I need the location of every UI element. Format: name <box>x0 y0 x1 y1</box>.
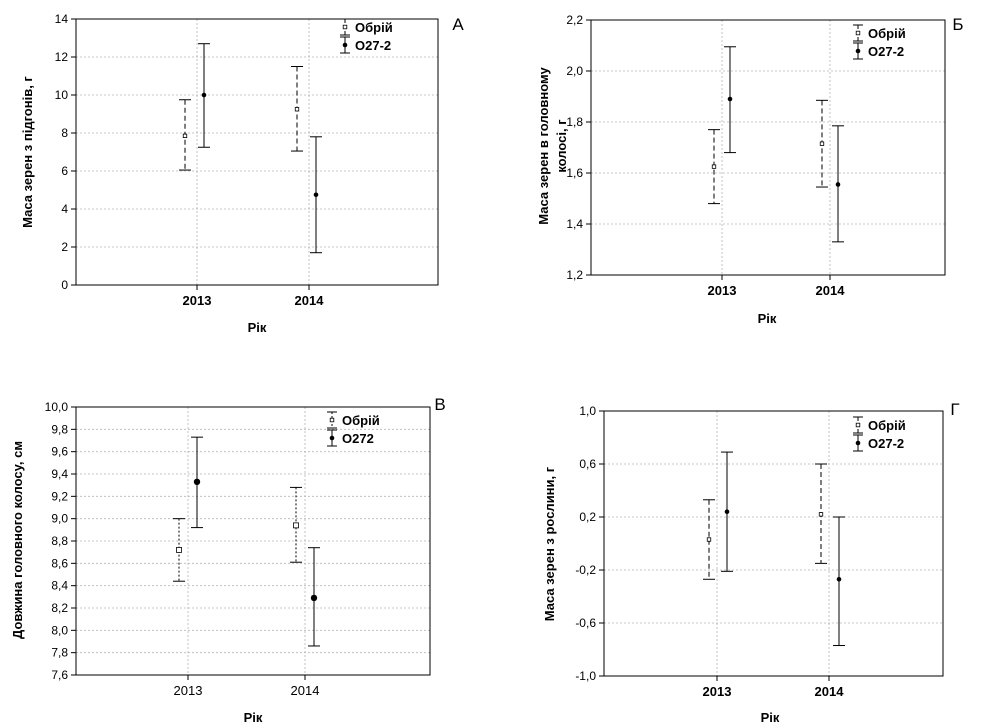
mean-marker-dot <box>836 576 842 582</box>
y-tick-label: -1,0 <box>575 669 596 683</box>
x-tick-label: 2013 <box>174 683 203 698</box>
y-tick-label: 2,0 <box>566 64 583 78</box>
mean-marker-dot <box>724 509 730 514</box>
mean-marker-square <box>176 547 182 553</box>
x-tick-label: 2013 <box>183 293 212 308</box>
mean-marker-square <box>818 512 824 517</box>
y-tick-label: 7,6 <box>51 668 68 682</box>
legend-marker-square <box>329 417 335 423</box>
x-axis-title: Рік <box>244 710 263 725</box>
y-axis-title-line2: колосі, г <box>554 119 569 173</box>
panel-label: Г <box>950 400 959 419</box>
mean-marker-square <box>706 537 712 542</box>
y-tick-label: 9,2 <box>51 489 68 503</box>
y-tick-label: 0,6 <box>579 457 596 471</box>
mean-marker-square <box>182 133 188 139</box>
legend-label: Обрій <box>342 413 380 428</box>
legend-label: О27-2 <box>355 38 391 53</box>
y-tick-label: 12 <box>55 50 69 64</box>
mean-marker-square <box>293 522 299 529</box>
legend-label: Обрій <box>868 26 906 41</box>
x-tick-label: 2013 <box>703 684 732 699</box>
y-tick-label: 8,0 <box>51 623 68 637</box>
y-tick-label: 9,8 <box>51 422 68 436</box>
mean-marker-square <box>294 107 300 112</box>
plot-frame <box>603 410 944 677</box>
y-tick-label: 0 <box>61 278 68 292</box>
y-tick-label: 8,4 <box>51 579 68 593</box>
y-tick-label: 9,4 <box>51 467 68 481</box>
legend-label: О27-2 <box>868 436 904 451</box>
y-tick-label: 8 <box>61 126 68 140</box>
plot-frame <box>75 406 431 676</box>
y-tick-label: 9,0 <box>51 512 68 526</box>
mean-marker-dot <box>201 92 207 98</box>
chart-panel: 1,2 1,4 1,6 1,8 2,0 2,2 2013 2014 Обрій О27-2 Рік М… <box>536 13 964 326</box>
y-tick-label: 10 <box>55 88 69 102</box>
y-tick-label: 2 <box>61 240 68 254</box>
legend-marker-dot <box>329 435 335 441</box>
plot-frame <box>590 19 946 276</box>
y-tick-label: 1,8 <box>566 115 583 129</box>
y-tick-label: 8,2 <box>51 601 68 615</box>
legend-marker-square <box>342 24 348 30</box>
y-tick-label: -0,2 <box>575 563 596 577</box>
legend-marker-dot <box>855 440 861 446</box>
legend-label: О27-2 <box>868 44 904 59</box>
y-tick-label: 8,6 <box>51 556 68 570</box>
legend-marker-dot <box>342 42 348 48</box>
y-tick-label: 1,4 <box>566 217 583 231</box>
panel-label: Б <box>952 15 963 34</box>
y-tick-label: 14 <box>55 12 69 26</box>
y-tick-label: -0,6 <box>575 616 596 630</box>
x-tick-label: 2013 <box>708 283 737 298</box>
plot-frame <box>75 18 439 286</box>
x-axis-title: Рік <box>758 311 777 326</box>
chart-panel: 7,6 7,8 8,0 8,2 8,4 8,6 8,8 9,0 9,2 9,4 9,6 9,8 10,0… <box>10 395 446 725</box>
legend-marker-square <box>855 30 861 36</box>
chart-panel: -1,0 -0,6 -0,2 0,2 0,6 1,0 2013 2014 Обрій О27-2 Р… <box>542 400 960 725</box>
y-tick-label: 1,0 <box>579 404 596 418</box>
legend-label: Обрій <box>355 20 393 35</box>
y-axis-title: Маса зерен з рослини, г <box>542 466 557 621</box>
y-tick-label: 1,2 <box>566 268 583 282</box>
legend-label: О272 <box>342 431 374 446</box>
mean-marker-dot <box>310 594 318 602</box>
legend-marker-square <box>855 422 861 428</box>
mean-marker-dot <box>835 182 841 187</box>
y-tick-label: 10,0 <box>45 400 69 414</box>
y-axis-title: Маса зерен з підгонів, г <box>20 76 35 228</box>
y-tick-label: 8,8 <box>51 534 68 548</box>
y-tick-label: 1,6 <box>566 166 583 180</box>
mean-marker-square <box>819 141 825 146</box>
x-tick-label: 2014 <box>295 293 325 308</box>
x-tick-label: 2014 <box>291 683 320 698</box>
chart-panel: 0 2 4 6 8 10 12 14 2013 2014 Обрій О27-2 Рік Маса зер… <box>20 12 464 335</box>
y-tick-label: 6 <box>61 164 68 178</box>
y-tick-label: 7,8 <box>51 646 68 660</box>
y-tick-label: 2,2 <box>566 13 583 27</box>
legend-label: Обрій <box>868 418 906 433</box>
x-tick-label: 2014 <box>815 684 845 699</box>
mean-marker-dot <box>727 96 733 102</box>
x-axis-title: Рік <box>761 710 780 725</box>
y-tick-label: 9,6 <box>51 445 68 459</box>
mean-marker-dot <box>193 478 201 486</box>
x-tick-label: 2014 <box>816 283 846 298</box>
mean-marker-square <box>711 164 717 169</box>
legend-marker-dot <box>855 48 861 54</box>
y-axis-title: Довжина головного колосу, см <box>10 441 25 639</box>
x-axis-title: Рік <box>248 320 267 335</box>
mean-marker-dot <box>313 192 319 198</box>
panel-label: А <box>452 15 464 34</box>
panel-label: В <box>434 395 445 414</box>
y-tick-label: 0,2 <box>579 510 596 524</box>
y-axis-title: Маса зерен в головному <box>536 67 551 225</box>
y-tick-label: 4 <box>61 202 68 216</box>
